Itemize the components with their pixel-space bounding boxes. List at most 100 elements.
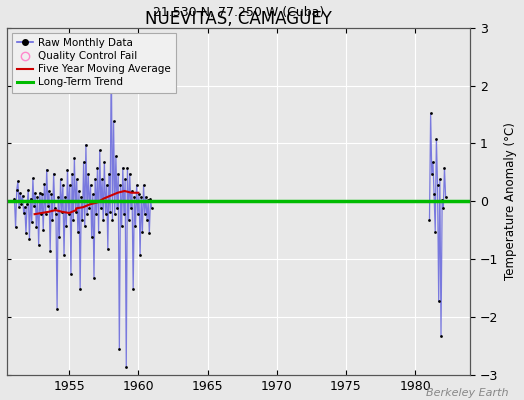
Point — [40, 181, 49, 187]
Point — [145, 230, 154, 236]
Point — [435, 176, 444, 183]
Point — [103, 182, 111, 188]
Point — [34, 194, 42, 200]
Point — [440, 165, 449, 171]
Point — [59, 182, 67, 188]
Point — [29, 175, 37, 182]
Point — [76, 286, 84, 293]
Point — [118, 165, 127, 171]
Point — [67, 271, 75, 277]
Point — [42, 166, 51, 173]
Point — [441, 194, 450, 200]
Point — [84, 170, 92, 177]
Point — [111, 211, 119, 217]
Point — [98, 176, 106, 183]
Point — [83, 211, 91, 217]
Point — [135, 191, 143, 198]
Point — [47, 191, 56, 198]
Point — [62, 222, 71, 229]
Point — [70, 155, 79, 161]
Point — [107, 50, 115, 57]
Point — [23, 201, 31, 208]
Point — [80, 159, 88, 165]
Point — [37, 211, 45, 217]
Point — [120, 211, 128, 217]
Point — [100, 159, 108, 165]
Text: 21.530 N, 77.250 W (Cuba): 21.530 N, 77.250 W (Cuba) — [153, 6, 324, 19]
Point — [110, 118, 118, 125]
Point — [48, 217, 57, 223]
Point — [144, 197, 152, 204]
Point — [136, 252, 144, 258]
Point — [429, 159, 437, 165]
Point — [129, 286, 137, 293]
Point — [17, 201, 26, 208]
Point — [141, 194, 150, 200]
Point — [75, 188, 83, 194]
Point — [439, 205, 447, 212]
Point — [51, 205, 59, 212]
Point — [41, 211, 50, 217]
Point — [93, 165, 102, 171]
Point — [69, 217, 78, 223]
Point — [43, 203, 52, 209]
Point — [114, 170, 123, 177]
Title: NUEVITAS, CAMAGUEY: NUEVITAS, CAMAGUEY — [145, 10, 332, 28]
Point — [16, 190, 25, 196]
Point — [20, 204, 29, 210]
Point — [14, 178, 22, 184]
Point — [77, 194, 85, 200]
Legend: Raw Monthly Data, Quality Control Fail, Five Year Moving Average, Long-Term Tren: Raw Monthly Data, Quality Control Fail, … — [12, 33, 176, 93]
Y-axis label: Temperature Anomaly (°C): Temperature Anomaly (°C) — [504, 122, 517, 280]
Point — [127, 205, 135, 212]
Point — [430, 191, 438, 198]
Point — [94, 228, 103, 235]
Point — [116, 182, 125, 188]
Point — [63, 166, 72, 173]
Point — [46, 248, 54, 254]
Point — [432, 136, 441, 142]
Point — [122, 363, 130, 370]
Point — [72, 176, 81, 183]
Text: Berkeley Earth: Berkeley Earth — [426, 388, 508, 398]
Point — [146, 195, 155, 202]
Point — [431, 228, 440, 235]
Point — [60, 252, 68, 258]
Point — [30, 203, 38, 209]
Point — [108, 217, 117, 223]
Point — [99, 217, 107, 223]
Point — [123, 165, 132, 171]
Point — [18, 192, 27, 199]
Point — [115, 346, 124, 352]
Point — [113, 205, 121, 212]
Point — [26, 195, 35, 202]
Point — [53, 305, 61, 312]
Point — [133, 182, 141, 188]
Point — [130, 194, 138, 200]
Point — [55, 234, 63, 240]
Point — [22, 230, 30, 236]
Point — [38, 191, 46, 198]
Point — [57, 176, 65, 183]
Point — [89, 191, 97, 198]
Point — [428, 170, 436, 177]
Point — [35, 242, 43, 248]
Point — [139, 182, 148, 188]
Point — [28, 218, 36, 225]
Point — [91, 176, 100, 183]
Point — [427, 110, 435, 116]
Point — [15, 204, 23, 210]
Point — [132, 222, 140, 229]
Point — [36, 190, 44, 196]
Point — [128, 188, 136, 194]
Point — [85, 205, 94, 212]
Point — [140, 211, 149, 217]
Point — [105, 170, 113, 177]
Point — [437, 333, 445, 339]
Point — [52, 211, 60, 217]
Point — [425, 217, 434, 223]
Point — [112, 153, 120, 160]
Point — [434, 298, 443, 304]
Point — [147, 205, 156, 212]
Point — [90, 275, 98, 281]
